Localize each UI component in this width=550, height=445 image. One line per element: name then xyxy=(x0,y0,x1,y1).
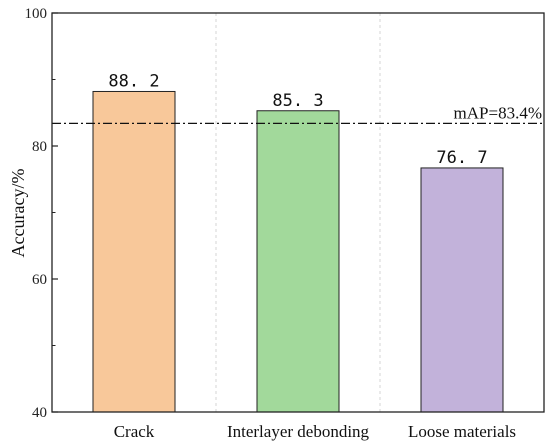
y-tick-label: 60 xyxy=(32,272,47,288)
y-tick-label: 40 xyxy=(32,405,47,421)
data-label: 76. 7 xyxy=(436,148,487,168)
bar-interlayer-debonding xyxy=(256,110,340,413)
y-axis-title: Accuracy/% xyxy=(8,169,28,258)
bar-loose-materials xyxy=(420,167,504,413)
labels-layer: 88. 2 Crack 85. 3 Interlayer debonding 76. 7… xyxy=(25,6,543,441)
bar-crack xyxy=(92,90,176,413)
x-tick-label: Loose materials xyxy=(408,422,516,441)
bars-layer xyxy=(92,90,504,413)
data-label: 85. 3 xyxy=(272,91,323,111)
y-tick-label: 100 xyxy=(25,6,48,22)
axes-layer xyxy=(51,12,545,413)
map-reference-label: mAP=83.4% xyxy=(454,103,542,122)
data-label: 88. 2 xyxy=(108,71,159,91)
grid-layer xyxy=(215,13,381,412)
x-tick-label: Interlayer debonding xyxy=(227,422,370,441)
y-tick-label: 80 xyxy=(32,139,47,155)
x-tick-label: Crack xyxy=(114,422,155,441)
